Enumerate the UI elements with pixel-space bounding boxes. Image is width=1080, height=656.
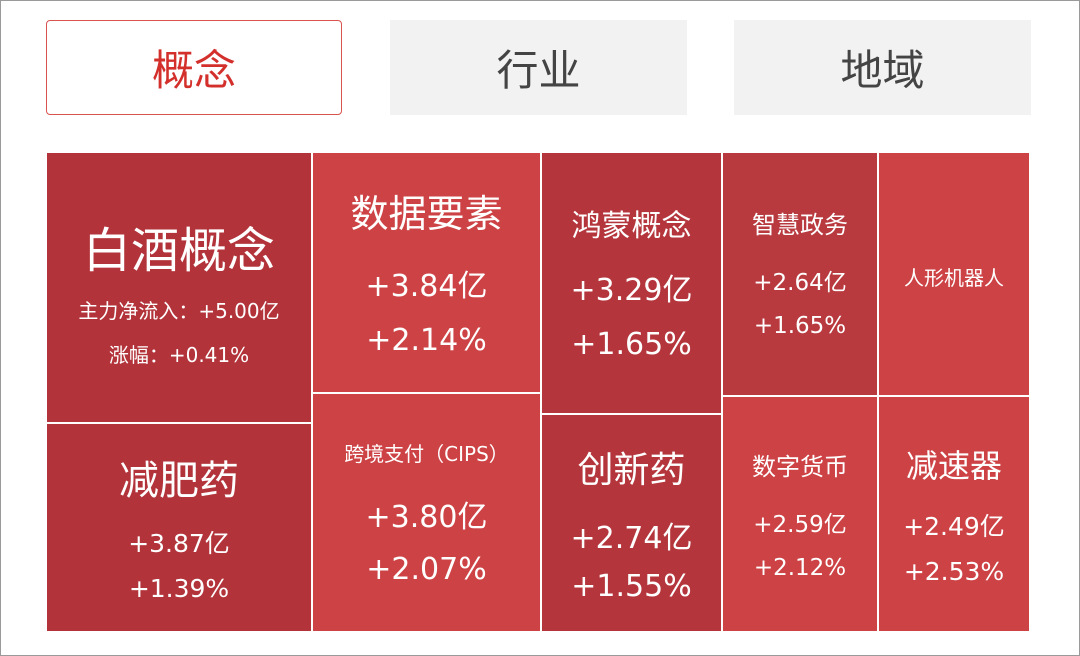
tile-net-inflow: 主力净流入：+5.00亿: [78, 299, 280, 323]
tile-change: +2.12%: [753, 555, 847, 581]
tile-net-inflow: +2.49亿: [903, 512, 1005, 541]
tile-name: 白酒概念: [82, 223, 275, 279]
tile-name: 减肥药: [119, 458, 239, 504]
tile-harmonyos[interactable]: 鸿蒙概念 +3.29亿 +1.65%: [541, 152, 722, 414]
tile-name: 减速器: [905, 447, 1002, 485]
tile-net-inflow: +2.59亿: [753, 512, 847, 538]
tile-weight-loss-drugs[interactable]: 减肥药 +3.87亿 +1.39%: [46, 423, 312, 632]
tab-region[interactable]: 地域: [734, 20, 1031, 115]
tile-name: 跨境支付（CIPS）: [344, 442, 509, 466]
tile-name: 数字货币: [752, 453, 848, 481]
tile-baijiu[interactable]: 白酒概念 主力净流入：+5.00亿 涨幅：+0.41%: [46, 152, 312, 423]
tab-industry[interactable]: 行业: [390, 20, 687, 115]
tile-reducer[interactable]: 减速器 +2.49亿 +2.53%: [878, 396, 1030, 632]
tile-name: 人形机器人: [904, 266, 1004, 290]
tile-change: +2.14%: [366, 323, 487, 358]
tile-data-elements[interactable]: 数据要素 +3.84亿 +2.14%: [312, 152, 541, 393]
tile-change: +2.53%: [903, 557, 1005, 586]
tile-name: 鸿蒙概念: [571, 209, 692, 244]
tile-net-inflow: +3.80亿: [365, 500, 488, 535]
tile-change: +1.39%: [128, 574, 230, 603]
tile-net-inflow: +3.87亿: [128, 529, 230, 558]
tile-net-inflow: +3.29亿: [570, 273, 693, 308]
tile-change: +1.55%: [571, 569, 692, 604]
tile-name: 创新药: [577, 450, 686, 491]
tile-smart-government[interactable]: 智慧政务 +2.64亿 +1.65%: [722, 152, 878, 396]
sector-treemap: 白酒概念 主力净流入：+5.00亿 涨幅：+0.41% 数据要素 +3.84亿 …: [46, 152, 1030, 632]
tile-net-inflow: +3.84亿: [365, 269, 488, 304]
tile-cross-border-payment[interactable]: 跨境支付（CIPS） +3.80亿 +2.07%: [312, 393, 541, 632]
tile-digital-currency[interactable]: 数字货币 +2.59亿 +2.12%: [722, 396, 878, 632]
tile-net-inflow: +2.64亿: [753, 270, 847, 296]
tile-change: 涨幅：+0.41%: [108, 343, 250, 367]
tab-concept[interactable]: 概念: [46, 20, 342, 115]
tile-change: +2.07%: [366, 552, 487, 587]
tile-name: 数据要素: [350, 192, 503, 236]
tile-change: +1.65%: [753, 313, 847, 339]
tile-name: 智慧政务: [752, 211, 848, 239]
tile-innovative-drugs[interactable]: 创新药 +2.74亿 +1.55%: [541, 414, 722, 632]
tile-change: +1.65%: [571, 327, 692, 362]
tile-net-inflow: +2.74亿: [570, 521, 693, 556]
tile-humanoid-robot[interactable]: 人形机器人: [878, 152, 1030, 396]
